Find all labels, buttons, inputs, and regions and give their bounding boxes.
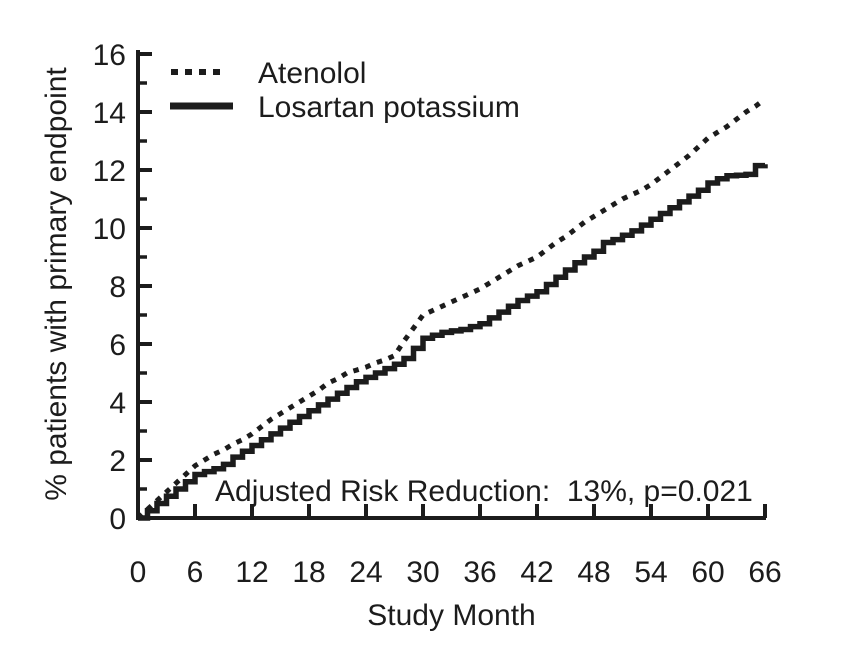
- x-tick-label: 48: [577, 556, 610, 589]
- losartan-curve: [138, 162, 768, 521]
- y-tick-label: 4: [109, 387, 126, 420]
- x-tick-label: 36: [463, 556, 496, 589]
- y-tick-label: 2: [109, 445, 126, 478]
- y-tick-label: 10: [93, 213, 126, 246]
- y-tick-label: 14: [93, 97, 126, 130]
- x-tick-label: 6: [187, 556, 204, 589]
- x-tick-label: 42: [520, 556, 553, 589]
- y-tick-label: 12: [93, 155, 126, 188]
- x-tick-label: 24: [349, 556, 382, 589]
- y-tick-label: 8: [109, 271, 126, 304]
- y-tick-label: 16: [93, 39, 126, 72]
- legend-label-atenolol: Atenolol: [258, 57, 366, 90]
- x-axis-title: Study Month: [367, 599, 535, 632]
- x-tick-label: 66: [748, 556, 781, 589]
- y-tick-label: 0: [109, 503, 126, 536]
- x-tick-label: 12: [235, 556, 268, 589]
- legend-label-losartan: Losartan potassium: [258, 91, 520, 124]
- y-axis-title: % patients with primary endpoint: [40, 67, 73, 501]
- x-tick-label: 0: [130, 556, 147, 589]
- x-tick-label: 18: [292, 556, 325, 589]
- x-tick-label: 60: [691, 556, 724, 589]
- x-tick-label: 30: [406, 556, 439, 589]
- risk-reduction-annotation: Adjusted Risk Reduction: 13%, p=0.021: [215, 475, 753, 508]
- x-tick-label: 54: [634, 556, 667, 589]
- y-tick-label: 6: [109, 329, 126, 362]
